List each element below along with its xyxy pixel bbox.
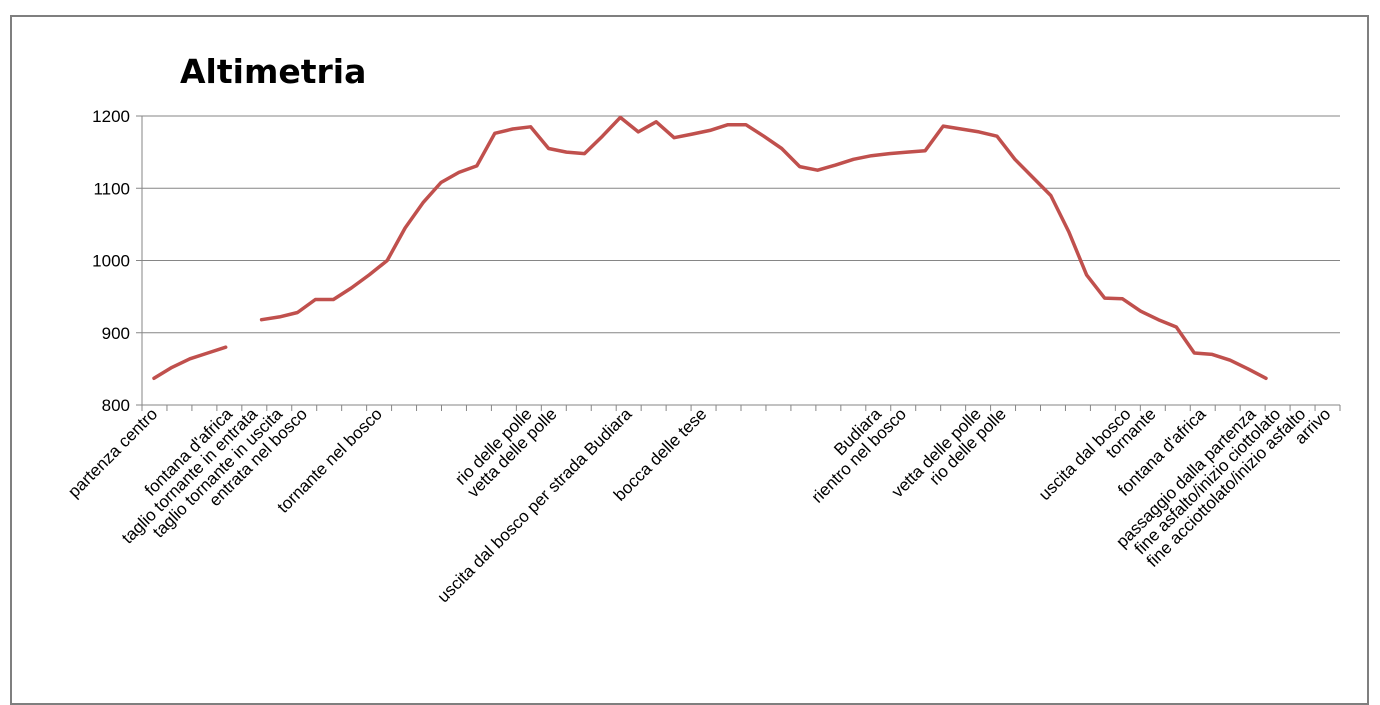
y-tick-label: 1200	[92, 107, 130, 126]
x-tick-label: fine asfalto/inizio ciottolato	[1131, 404, 1285, 558]
y-axis: 800 900 1000 1100 1200	[92, 107, 143, 415]
chart-title: Altimetria	[180, 52, 366, 91]
series-group	[152, 115, 1268, 381]
series-line	[152, 345, 228, 381]
y-tick-label: 1100	[93, 179, 130, 198]
y-tick-label: 900	[102, 324, 130, 343]
gridlines	[142, 115, 1340, 406]
series-line	[259, 115, 1268, 381]
y-tick-label: 800	[102, 396, 130, 415]
chart-area	[10, 15, 1369, 705]
y-tick-label: 1000	[92, 252, 130, 271]
